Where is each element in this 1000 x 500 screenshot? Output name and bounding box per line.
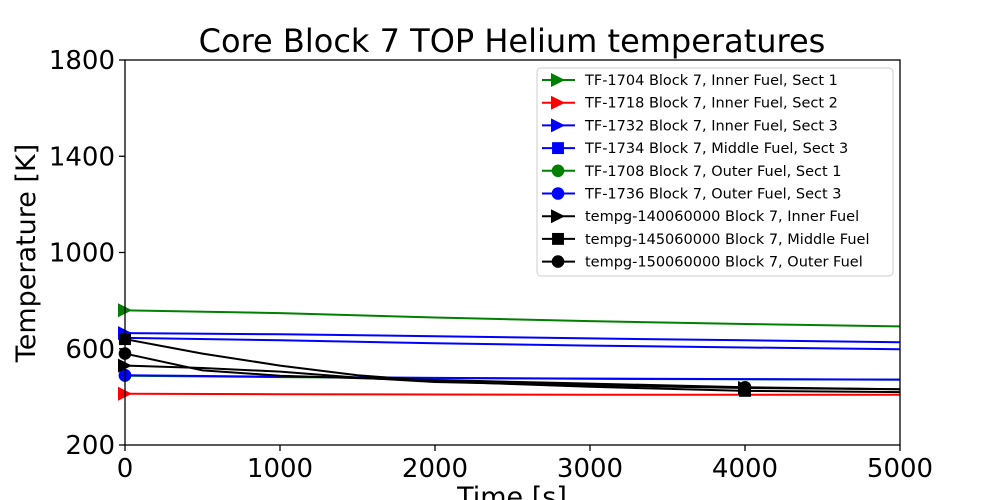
legend-box [536, 67, 894, 277]
legend-label-7: tempg-145060000 Block 7, Middle Fuel [585, 232, 869, 248]
series-line-5 [124, 374, 901, 381]
legend-marker-1 [551, 95, 565, 110]
legend-marker-4 [551, 164, 565, 178]
chart-title: Core Block 7 TOP Helium temperatures [199, 22, 826, 60]
series-marker-8 [738, 380, 752, 394]
legend-marker-0 [551, 73, 565, 87]
x-tick-label-1: 1000 [247, 454, 313, 484]
axis-ticks: 0 1000 2000 3000 4000 5000 200 600 1000 1400 1800 [49, 46, 933, 484]
legend-label-8: tempg-150060000 Block 7, Outer Fuel [585, 255, 863, 271]
legend: TF-1704 Block 7, Inner Fuel, Sect 1 TF-17… [536, 67, 894, 277]
series-line-0 [124, 309, 901, 328]
legend-marker-2 [551, 118, 565, 133]
legend-marker-6 [551, 209, 565, 224]
legend-label-6: tempg-140060000 Block 7, Inner Fuel [585, 209, 859, 225]
x-tick-label-2: 2000 [402, 454, 468, 484]
legend-label-5: TF-1736 Block 7, Outer Fuel, Sect 3 [584, 187, 842, 203]
plot-area [118, 303, 901, 401]
x-tick-label-0: 0 [117, 454, 134, 484]
y-tick-label-2: 1000 [49, 239, 115, 269]
x-tick-label-3: 3000 [557, 454, 623, 484]
legend-label-0: TF-1704 Block 7, Inner Fuel, Sect 1 [584, 73, 838, 89]
x-tick-label-5: 5000 [867, 454, 933, 484]
series-line-2 [124, 332, 901, 344]
legend-label-2: TF-1732 Block 7, Inner Fuel, Sect 3 [584, 118, 838, 134]
y-axis-label: Temperature [K] [11, 144, 42, 363]
legend-marker-8 [551, 255, 565, 268]
series-line-1 [124, 392, 900, 396]
y-tick-label-3: 1400 [49, 142, 115, 172]
legend-marker-7 [552, 232, 564, 245]
x-tick-label-4: 4000 [712, 454, 778, 484]
y-tick-label-0: 200 [65, 431, 115, 461]
legend-label-3: TF-1734 Block 7, Middle Fuel, Sect 3 [584, 141, 848, 157]
legend-label-1: TF-1718 Block 7, Inner Fuel, Sect 2 [584, 96, 838, 112]
legend-marker-5 [551, 187, 565, 200]
series-line-3 [124, 336, 901, 351]
x-axis-label: Time [s] [456, 482, 567, 500]
y-tick-label-4: 1800 [49, 46, 115, 76]
y-tick-label-1: 600 [65, 335, 115, 365]
legend-label-4: TF-1708 Block 7, Outer Fuel, Sect 1 [584, 164, 842, 180]
series-line-8 [124, 352, 901, 391]
legend-marker-3 [552, 142, 564, 155]
